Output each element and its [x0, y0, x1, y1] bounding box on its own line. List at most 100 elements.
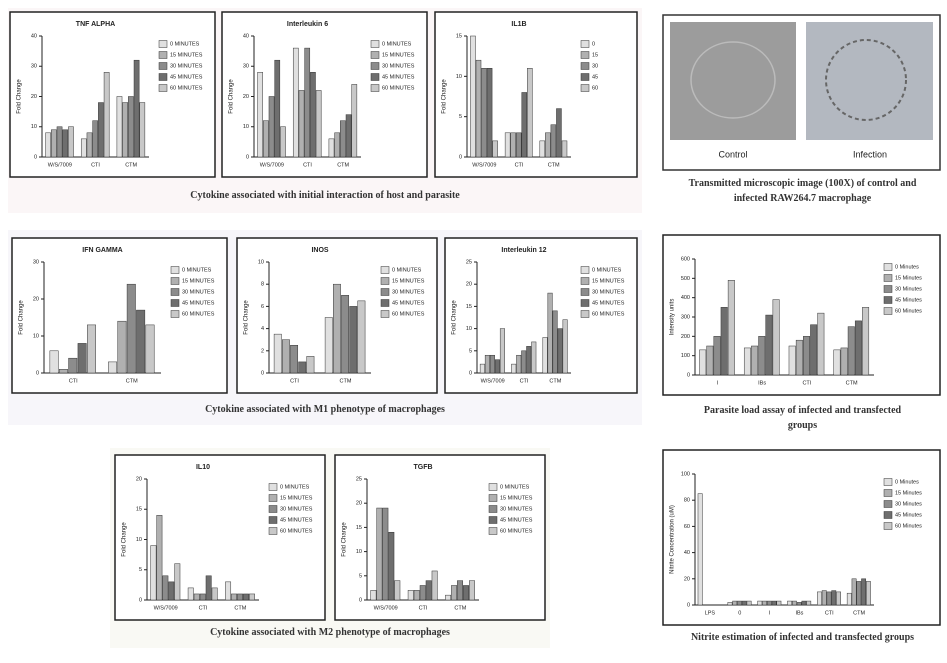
bar	[307, 356, 314, 373]
bar	[487, 68, 492, 157]
legend-swatch	[269, 495, 277, 502]
legend-swatch	[371, 41, 379, 48]
bar	[527, 346, 532, 373]
bar	[46, 133, 51, 157]
bar	[212, 588, 217, 600]
y-tick-label: 20	[136, 476, 142, 482]
y-tick-label: 30	[33, 259, 39, 265]
legend-label: 15 MINUTES	[170, 52, 203, 58]
bar	[787, 601, 791, 605]
y-tick-label: 10	[356, 549, 362, 555]
bar	[69, 358, 77, 373]
bar	[163, 576, 168, 600]
bar	[358, 301, 365, 373]
bar	[275, 60, 280, 157]
x-tick-label: CTI	[515, 162, 524, 168]
y-tick-label: 25	[356, 476, 362, 482]
y-tick-label: 20	[33, 296, 39, 302]
legend-swatch	[381, 300, 389, 307]
y-tick-label: 100	[681, 471, 690, 477]
bar	[836, 592, 840, 605]
y-tick-label: 10	[31, 124, 37, 130]
bar	[796, 340, 802, 375]
bar	[553, 311, 558, 373]
legend-label: 45	[592, 74, 598, 80]
chart-frame	[10, 12, 215, 177]
bar	[108, 362, 116, 373]
legend-swatch	[884, 523, 892, 530]
bar	[463, 585, 468, 600]
y-tick-label: 60	[684, 524, 690, 530]
y-tick-label: 0	[469, 370, 472, 376]
bar	[98, 103, 103, 157]
bar	[505, 133, 510, 157]
x-tick-label: CTM	[337, 162, 349, 168]
legend-swatch	[581, 278, 589, 285]
x-tick-label: CTI	[825, 610, 834, 616]
legend-label: 30 MINUTES	[170, 63, 203, 69]
legend-label: 45 MINUTES	[500, 517, 533, 523]
bar	[818, 313, 824, 375]
bar	[316, 90, 321, 157]
x-tick-label: CTM	[853, 610, 865, 616]
y-tick-label: 5	[359, 573, 362, 579]
bar	[511, 133, 516, 157]
legend-label: 60 MINUTES	[170, 85, 203, 91]
figure-canvas: Control Infection TNF ALPHAFold Change01…	[0, 0, 947, 663]
legend-label: 15 Minutes	[895, 275, 922, 281]
y-tick-label: 0	[139, 597, 142, 603]
legend-swatch	[371, 63, 379, 70]
bar	[758, 601, 762, 605]
y-tick-label: 20	[31, 94, 37, 100]
legend-swatch	[581, 311, 589, 318]
bar	[862, 307, 868, 375]
y-tick-label: 15	[356, 525, 362, 531]
bar	[432, 571, 437, 600]
bar	[500, 329, 505, 373]
legend-swatch	[489, 484, 497, 491]
bar	[766, 315, 772, 375]
bar	[470, 36, 475, 157]
legend-label: 15 MINUTES	[182, 278, 215, 284]
chart-title: TGFB	[413, 464, 432, 471]
bar	[698, 494, 702, 605]
legend-swatch	[884, 512, 892, 519]
bar	[847, 593, 851, 605]
legend-swatch	[489, 517, 497, 524]
y-axis-label: Fold Change	[19, 300, 25, 335]
x-tick-label: CTI	[290, 378, 299, 384]
bar	[93, 121, 98, 157]
chart-title: IL1B	[511, 21, 526, 28]
legend-swatch	[269, 506, 277, 513]
bar	[377, 508, 382, 600]
y-tick-label: 100	[681, 353, 690, 359]
y-tick-label: 0	[687, 372, 690, 378]
x-tick-label: W/S/7009	[154, 605, 178, 611]
bar	[532, 342, 537, 373]
bar	[350, 306, 357, 373]
x-tick-label: CTI	[419, 605, 428, 611]
legend-label: 0 MINUTES	[382, 41, 412, 47]
legend-swatch	[581, 52, 589, 59]
y-tick-label: 300	[681, 314, 690, 320]
y-tick-label: 10	[456, 74, 462, 80]
bar	[225, 582, 230, 600]
y-tick-label: 0	[459, 154, 462, 160]
bar	[59, 369, 67, 373]
bar	[789, 346, 795, 375]
x-tick-label: CTM	[234, 605, 246, 611]
bar	[822, 591, 826, 605]
control-image	[670, 22, 796, 140]
bar	[742, 601, 746, 605]
bar	[772, 601, 776, 605]
legend-label: 0 MINUTES	[280, 484, 310, 490]
image-label: Control	[718, 149, 747, 159]
legend-label: 0	[592, 41, 595, 47]
legend-label: 45 MINUTES	[592, 300, 625, 306]
legend-label: 30 MINUTES	[182, 289, 215, 295]
x-tick-label: CTM	[548, 162, 560, 168]
bar	[237, 594, 242, 600]
legend-swatch	[581, 41, 589, 48]
legend-label: 0 MINUTES	[392, 267, 422, 273]
bar	[857, 581, 861, 605]
